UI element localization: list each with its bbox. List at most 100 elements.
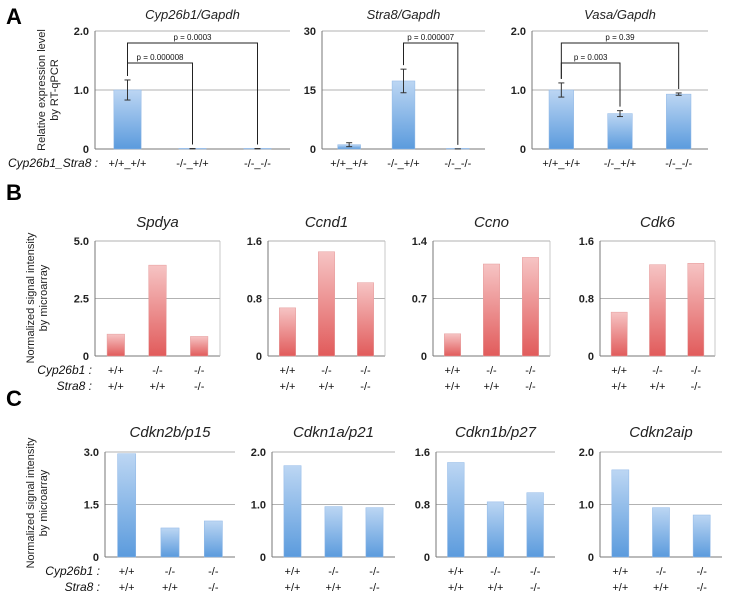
p-value-label: p = 0.0003 [173, 33, 212, 42]
chart-5: Ccnd1 0 0.8 1.6 +/+ +/+ -/- +/+ -/- -/- [247, 214, 386, 393]
y-tick-label: 0 [83, 144, 89, 156]
y-tick-label: 2.0 [74, 26, 89, 38]
x-tick-label: +/+_+/+ [542, 158, 580, 170]
chart-8: Cdkn2b/p15 0 1.5 3.0 +/+ +/+ -/- +/+ -/- -/- [84, 424, 235, 594]
x-tick-label: -/- [360, 381, 371, 393]
bar [666, 93, 692, 150]
bar [652, 507, 670, 558]
y-tick-label: 0 [310, 144, 316, 156]
y-axis-label-line: by microarray [38, 264, 50, 331]
p-value-label: p = 0.000007 [407, 33, 454, 42]
x-tick-label: +/+ [285, 566, 301, 578]
x-tick-label: -/-_+/+ [176, 158, 208, 170]
p-value-label: p = 0.39 [605, 33, 635, 42]
chart-title: Cdk6 [640, 214, 676, 231]
bar [607, 113, 633, 150]
bar [611, 469, 630, 558]
y-tick-label: 1.0 [251, 500, 266, 512]
x-tick-label: +/+ [448, 566, 464, 578]
y-tick-label: 1.6 [415, 447, 430, 459]
x-tick-label: -/-_-/- [244, 158, 271, 170]
y-tick-label: 1.0 [511, 85, 526, 97]
bar [148, 264, 167, 357]
significance-bracket [403, 42, 459, 145]
bar [279, 307, 296, 357]
x-tick-label: -/- [208, 582, 219, 594]
x-tick-label: -/- [208, 566, 219, 578]
y-tick-label: 1.4 [412, 236, 428, 248]
chart-10: Cdkn1b/p27 0 0.8 1.6 +/+ +/+ -/- +/+ -/- -/- [415, 424, 555, 594]
y-tick-label: 0.8 [579, 294, 594, 306]
y-tick-label: 1.0 [74, 85, 89, 97]
x-tick-label: +/+ [119, 566, 135, 578]
x-tick-label: -/- [696, 582, 707, 594]
panel-letter-c: C [6, 386, 22, 411]
y-axis-label: Normalized signal intensity by microarray [25, 232, 50, 363]
chart-title: Ccno [474, 214, 509, 231]
x-tick-label: +/+ [150, 381, 166, 393]
chart-11: Cdkn2aip 0 1.0 2.0 +/+ +/+ -/- +/+ -/- -/- [579, 424, 722, 594]
chart-7: Cdk6 0 0.8 1.6 +/+ +/+ -/- +/+ -/- -/- [579, 214, 716, 393]
y-axis-label-line: by RT-qPCR [49, 59, 61, 121]
chart-9: Cdkn1a/p21 0 1.0 2.0 +/+ +/+ -/- +/+ -/- -/- [251, 424, 395, 594]
p-value-label: p = 0.000008 [137, 53, 184, 62]
x-tick-label: +/+ [280, 381, 296, 393]
p-value-label: p = 0.003 [574, 53, 608, 62]
y-axis-label-line: by microarray [38, 469, 50, 536]
y-tick-label: 0 [260, 552, 266, 564]
x-tick-label: -/-_-/- [665, 158, 692, 170]
bar [649, 264, 666, 357]
row-label-genotype: Cyp26b1_Stra8 : [8, 156, 98, 170]
y-tick-label: 2.0 [579, 447, 594, 459]
bar [483, 263, 500, 357]
x-tick-label: -/-_+/+ [387, 158, 419, 170]
x-tick-label: +/+ [611, 381, 627, 393]
y-tick-label: 30 [304, 26, 316, 38]
bar [357, 282, 374, 357]
bar [444, 333, 461, 357]
row-label-cyp26b1: Cyp26b1 : [45, 564, 100, 578]
y-tick-label: 0 [520, 144, 526, 156]
bar [318, 251, 335, 357]
x-tick-label: -/-_-/- [444, 158, 471, 170]
row-label-stra8: Stra8 : [65, 580, 100, 594]
chart-4: Spdya 0 2.5 5.0 +/+ +/+ -/- +/+ -/- -/- [74, 214, 221, 393]
x-tick-label: -/-_+/+ [604, 158, 636, 170]
x-tick-label: +/+ [280, 365, 296, 377]
bar [283, 465, 302, 558]
chart-title: Vasa/Gapdh [584, 7, 656, 22]
y-tick-label: 0 [256, 351, 262, 363]
x-tick-label: -/- [530, 582, 541, 594]
x-tick-label: -/- [486, 365, 497, 377]
x-tick-label: +/+ [612, 566, 628, 578]
y-tick-label: 0 [588, 351, 594, 363]
y-tick-label: 1.6 [579, 236, 594, 248]
bar [190, 336, 209, 357]
x-tick-label: -/- [656, 566, 667, 578]
y-tick-label: 0.8 [247, 294, 262, 306]
panel-letter-a: A [6, 4, 22, 29]
y-tick-label: 2.0 [251, 447, 266, 459]
chart-1: Cyp26b1/Gapdh 0 1.0 2.0 p = 0.0003 p = 0.0000… [74, 7, 290, 170]
bar [548, 89, 574, 150]
x-tick-label: +/+ [108, 381, 124, 393]
y-tick-label: 1.0 [579, 500, 594, 512]
y-axis-label: Relative expression level by RT-qPCR [36, 29, 61, 151]
y-tick-label: 1.6 [247, 236, 262, 248]
y-tick-label: 5.0 [74, 236, 89, 248]
y-axis-label: Normalized signal intensity by microarray [25, 437, 50, 568]
y-tick-label: 1.5 [84, 500, 99, 512]
bar [160, 527, 180, 558]
x-tick-label: +/+ [326, 582, 342, 594]
x-tick-label: +/+ [611, 365, 627, 377]
x-tick-label: +/+ [484, 381, 500, 393]
chart-title: Cdkn2aip [629, 424, 692, 441]
x-tick-label: -/- [530, 566, 541, 578]
bar [447, 462, 465, 558]
x-tick-label: -/- [152, 365, 163, 377]
x-tick-label: +/+ [448, 582, 464, 594]
x-tick-label: +/+_+/+ [109, 158, 147, 170]
x-tick-label: -/- [165, 566, 176, 578]
x-tick-label: -/- [369, 566, 380, 578]
x-tick-label: -/- [360, 365, 371, 377]
